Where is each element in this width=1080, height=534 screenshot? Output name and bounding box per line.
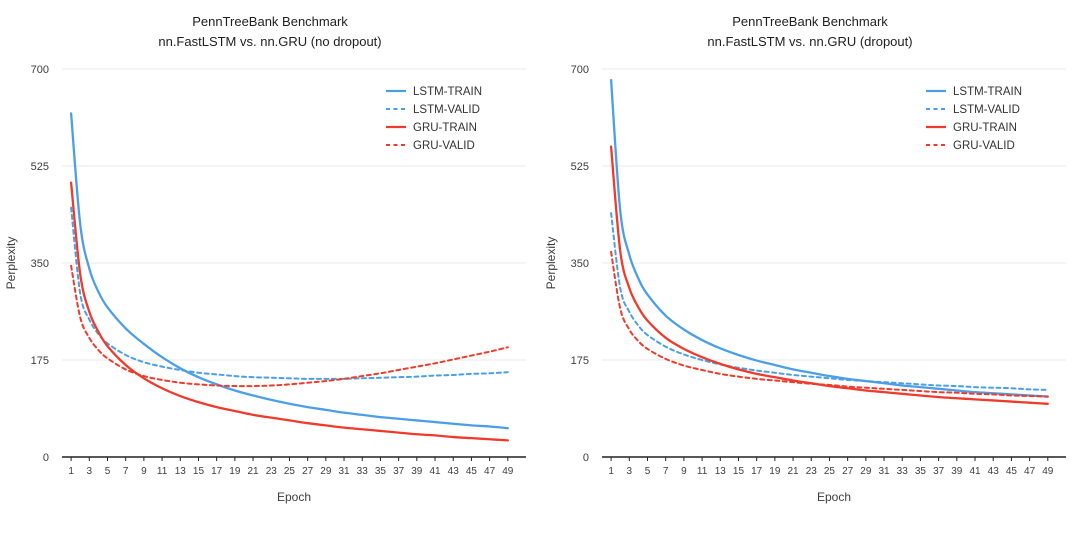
x-tick-label: 37 [933, 466, 945, 477]
x-tick-label: 19 [229, 466, 241, 477]
chart-subtitle: nn.FastLSTM vs. nn.GRU (dropout) [707, 33, 913, 49]
x-tick-label: 23 [266, 466, 278, 477]
y-tick-label: 0 [43, 452, 49, 464]
series-line-gru-train [609, 145, 1049, 405]
chart-dropout: PennTreeBank Benchmark nn.FastLSTM vs. n… [540, 0, 1080, 534]
x-axis: 1 3 5 7 9 11 13 15 17 19 21 23 25 27 29 31 33 35 37 39 41 43 4… [62, 456, 526, 477]
x-tick-label: 23 [806, 466, 818, 477]
x-tick-label: 41 [969, 466, 981, 477]
x-tick-label: 45 [1006, 466, 1018, 477]
x-tick-label: 11 [157, 466, 168, 477]
series-line-lstm-valid [70, 206, 509, 380]
x-axis: 1 3 5 7 9 11 13 15 17 19 21 23 25 27 29 31 33 35 37 39 41 43 4… [602, 456, 1066, 477]
x-tick-label: 37 [393, 466, 405, 477]
x-tick-label: 43 [988, 466, 1000, 477]
y-tick-label: 700 [31, 64, 49, 76]
legend-label: LSTM-TRAIN [953, 86, 1022, 98]
x-tick-label: 43 [448, 466, 460, 477]
x-tick-label: 29 [320, 466, 332, 477]
chart-title-block-left: PennTreeBank Benchmark nn.FastLSTM vs. n… [0, 12, 540, 51]
series-line-gru-valid [70, 264, 509, 388]
x-tick-label: 5 [105, 466, 111, 477]
legend-label: GRU-VALID [413, 140, 475, 152]
y-tick-label: 350 [571, 258, 589, 270]
y-axis-title: Perplexity [4, 237, 18, 290]
x-tick-label: 25 [824, 466, 836, 477]
x-tick-label: 7 [663, 466, 669, 477]
x-tick-label: 27 [302, 466, 314, 477]
chart-title: PennTreeBank Benchmark [192, 14, 348, 29]
x-tick-label: 15 [193, 466, 205, 477]
x-tick-label: 13 [715, 466, 727, 477]
x-tick-label: 17 [751, 466, 763, 477]
y-tick-label: 700 [571, 64, 589, 76]
legend-label: GRU-TRAIN [953, 122, 1017, 134]
x-tick-label: 13 [175, 466, 187, 477]
x-tick-label: 33 [897, 466, 909, 477]
legend-label: GRU-VALID [953, 140, 1015, 152]
y-tick-label: 0 [583, 452, 589, 464]
x-tick-label: 25 [284, 466, 296, 477]
x-tick-label: 3 [627, 466, 633, 477]
x-tick-label: 1 [68, 466, 74, 477]
x-tick-label: 35 [375, 466, 387, 477]
y-tick-label: 350 [31, 258, 49, 270]
x-axis-title: Epoch [817, 490, 851, 504]
x-tick-label: 47 [484, 466, 496, 477]
x-tick-label: 1 [608, 466, 614, 477]
x-tick-label: 9 [141, 466, 147, 477]
legend-label: LSTM-VALID [413, 104, 480, 116]
y-tick-label: 175 [571, 355, 589, 367]
series-line-lstm-train [69, 112, 509, 430]
x-tick-label: 39 [951, 466, 963, 477]
chart-title: PennTreeBank Benchmark [732, 14, 888, 29]
chart-no-dropout: PennTreeBank Benchmark nn.FastLSTM vs. n… [0, 12, 540, 504]
series-lines [69, 112, 509, 442]
x-tick-label: 45 [466, 466, 478, 477]
x-tick-label: 15 [733, 466, 745, 477]
x-tick-label: 31 [878, 466, 890, 477]
x-tick-label: 35 [915, 466, 927, 477]
x-tick-label: 31 [338, 466, 350, 477]
x-tick-label: 41 [429, 466, 441, 477]
x-tick-label: 9 [681, 466, 687, 477]
legend: LSTM-TRAIN LSTM-VALID GRU-TRAIN GRU-VALID [386, 86, 482, 152]
legend-label: LSTM-TRAIN [413, 86, 482, 98]
x-tick-label: 5 [645, 466, 651, 477]
chart-subtitle: nn.FastLSTM vs. nn.GRU (no dropout) [158, 33, 382, 49]
x-tick-label: 47 [1024, 466, 1036, 477]
x-tick-label: 49 [502, 466, 514, 477]
y-tick-label: 175 [31, 355, 49, 367]
x-tick-label: 3 [87, 466, 93, 477]
x-tick-label: 39 [411, 466, 423, 477]
legend-label: GRU-TRAIN [413, 122, 477, 134]
x-tick-label: 7 [123, 466, 129, 477]
series-line-gru-train [69, 181, 509, 442]
x-tick-label: 33 [357, 466, 369, 477]
series-line-gru-valid [610, 250, 1049, 398]
x-tick-label: 27 [842, 466, 854, 477]
series-line-lstm-train [609, 78, 1049, 398]
series-line-lstm-valid [610, 212, 1049, 391]
x-tick-label: 17 [211, 466, 223, 477]
x-tick-label: 49 [1042, 466, 1054, 477]
x-tick-label: 29 [860, 466, 872, 477]
x-axis-title: Epoch [277, 490, 311, 504]
x-tick-label: 21 [787, 466, 799, 477]
x-tick-label: 21 [247, 466, 259, 477]
legend-label: LSTM-VALID [953, 104, 1020, 116]
y-tick-label: 525 [571, 161, 589, 173]
series-lines [609, 78, 1049, 405]
x-tick-label: 19 [769, 466, 781, 477]
legend: LSTM-TRAIN LSTM-VALID GRU-TRAIN GRU-VALID [926, 86, 1022, 152]
y-tick-label: 525 [31, 161, 49, 173]
x-tick-label: 11 [697, 466, 708, 477]
chart-title-block-right: PennTreeBank Benchmark nn.FastLSTM vs. n… [540, 12, 1080, 51]
y-grid: 0 175 350 525 700 [571, 64, 1066, 464]
y-axis-title: Perplexity [544, 237, 558, 290]
